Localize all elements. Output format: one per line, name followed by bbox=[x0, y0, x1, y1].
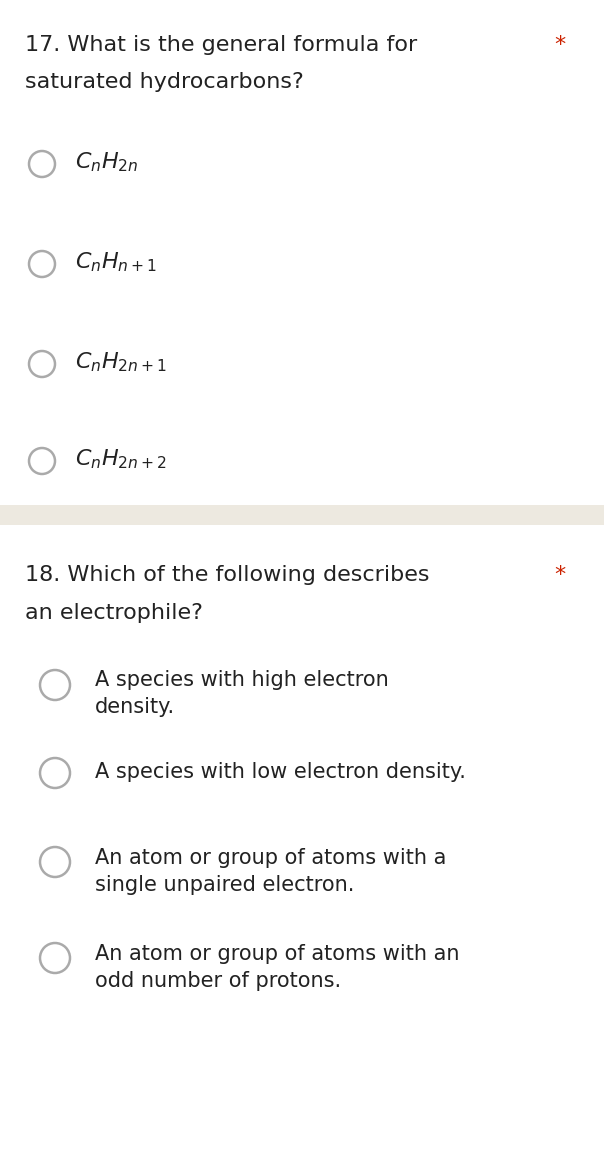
Text: An atom or group of atoms with a
single unpaired electron.: An atom or group of atoms with a single … bbox=[95, 848, 446, 896]
Text: $C_nH_{n+1}$: $C_nH_{n+1}$ bbox=[75, 250, 157, 273]
Text: *: * bbox=[554, 35, 565, 55]
Text: An atom or group of atoms with an
odd number of protons.: An atom or group of atoms with an odd nu… bbox=[95, 944, 460, 991]
Text: $C_nH_{2n+2}$: $C_nH_{2n+2}$ bbox=[75, 447, 167, 471]
Text: an electrophile?: an electrophile? bbox=[25, 604, 203, 623]
Text: $C_nH_{2n+1}$: $C_nH_{2n+1}$ bbox=[75, 350, 167, 374]
Text: saturated hydrocarbons?: saturated hydrocarbons? bbox=[25, 72, 304, 92]
Text: $C_nH_{2n}$: $C_nH_{2n}$ bbox=[75, 150, 138, 173]
Bar bbox=[0, 505, 604, 525]
Text: *: * bbox=[554, 565, 565, 585]
Text: A species with high electron
density.: A species with high electron density. bbox=[95, 670, 389, 717]
Text: 18. Which of the following describes: 18. Which of the following describes bbox=[25, 565, 429, 585]
Text: 17. What is the general formula for: 17. What is the general formula for bbox=[25, 35, 417, 55]
Text: A species with low electron density.: A species with low electron density. bbox=[95, 762, 466, 782]
